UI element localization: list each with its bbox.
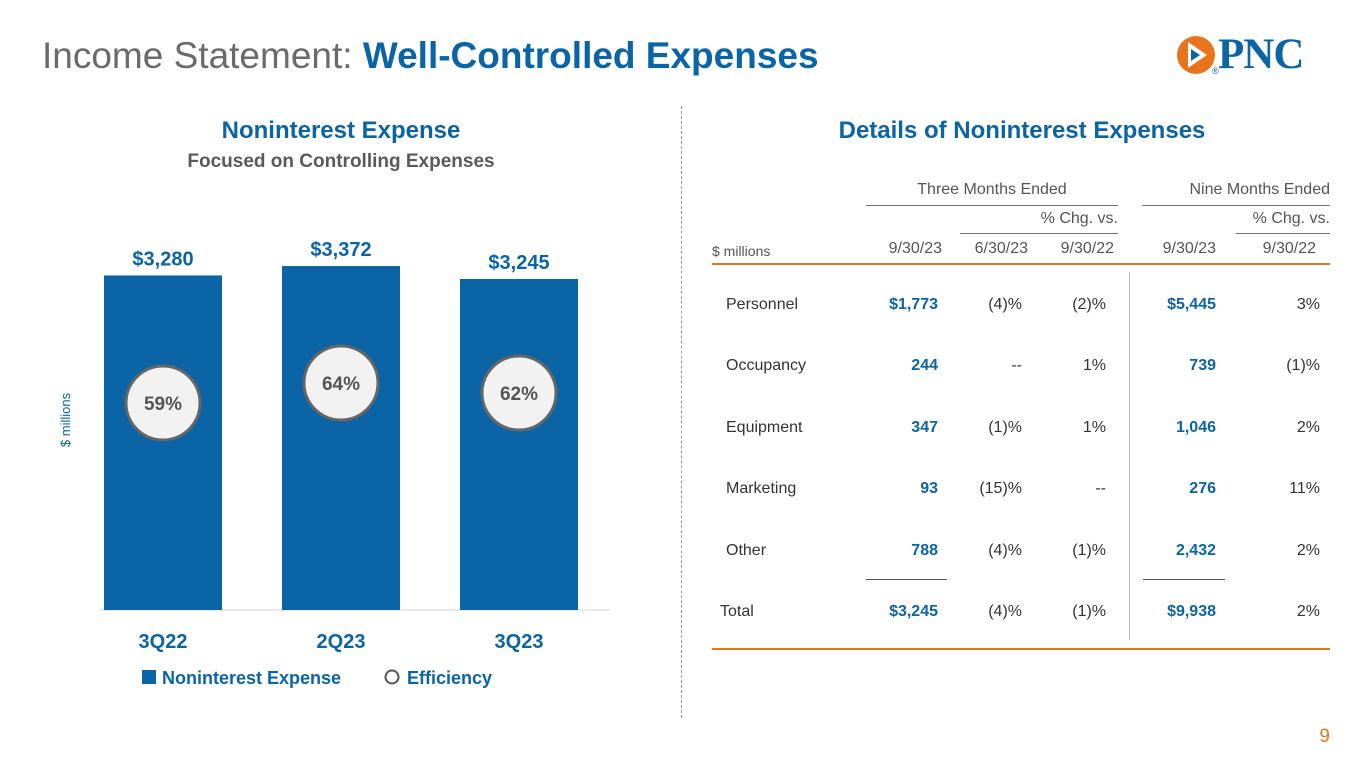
logo-registered-mark: ® <box>1212 66 1219 76</box>
total-cell-vs-q2: (4)% <box>988 603 1022 620</box>
legend-swatch-bar-icon <box>142 670 156 684</box>
pct-chg-underline-three <box>960 233 1118 234</box>
table-cell-q3: 788 <box>911 542 938 559</box>
logo-wordmark: PNC <box>1218 31 1304 78</box>
total-cell-nine: $9,938 <box>1167 603 1216 620</box>
bar-value-label: $3,280 <box>132 248 193 270</box>
efficiency-marker <box>302 344 380 422</box>
pct-chg-header-nine: % Chg. vs. <box>1252 210 1330 227</box>
units-label: $ millions <box>712 243 771 259</box>
total-rule-three <box>866 579 947 580</box>
efficiency-marker <box>124 364 202 442</box>
table-cell-nine: 276 <box>1189 480 1216 497</box>
col-header-q3-23: 9/30/23 <box>888 240 942 257</box>
section-divider <box>681 106 682 718</box>
table-cell-vs-q3-22: 1% <box>1082 357 1106 374</box>
chart-title: Noninterest Expense <box>221 117 461 144</box>
table-cell-label: Equipment <box>726 419 803 436</box>
group-underline-nine-months <box>1142 205 1330 206</box>
header-rule <box>712 263 1330 265</box>
page-number: 9 <box>1319 726 1330 747</box>
y-axis-label: $ millions <box>58 392 73 447</box>
efficiency-label: 64% <box>322 374 360 395</box>
title-prefix: Income Statement: <box>42 35 363 76</box>
table-cell-nine-chg: 3% <box>1296 296 1320 313</box>
x-tick-label: 3Q23 <box>495 631 544 653</box>
bar-2q23 <box>282 266 400 610</box>
table-title: Details of Noninterest Expenses <box>838 117 1206 144</box>
bar-3q23 <box>460 279 578 610</box>
legend-swatch-circle-icon <box>384 669 400 685</box>
table-cell-vs-q3-22: -- <box>1095 480 1106 497</box>
table-cell-nine-chg: (1)% <box>1286 357 1320 374</box>
efficiency-marker <box>480 354 558 432</box>
table-cell-vs-q2: -- <box>1011 357 1022 374</box>
table-cell-vs-q3-22: (1)% <box>1072 542 1106 559</box>
table-cell-q3: $1,773 <box>889 296 938 313</box>
page-title: Income Statement: Well-Controlled Expens… <box>42 34 819 78</box>
table-cell-label: Other <box>726 542 767 559</box>
table-cell-label: Occupancy <box>726 357 807 374</box>
bar-value-label: $3,372 <box>310 239 371 261</box>
table-cell-q3: 244 <box>911 357 938 374</box>
col-header-nine-23: 9/30/23 <box>1162 240 1216 257</box>
table-cell-nine: 739 <box>1189 357 1216 374</box>
table-cell-vs-q2: (1)% <box>988 419 1022 436</box>
x-tick-label: 3Q22 <box>139 631 188 653</box>
efficiency-label: 62% <box>500 384 538 405</box>
table-cell-nine: 2,432 <box>1175 542 1216 559</box>
group-header-three-months: Three Months Ended <box>917 181 1067 198</box>
efficiency-label: 59% <box>144 394 182 415</box>
col-header-nine-22: 9/30/22 <box>1262 240 1316 257</box>
table-cell-nine-chg: 2% <box>1296 419 1320 436</box>
table-cell-q3: 347 <box>911 419 938 436</box>
pct-chg-underline-nine <box>1236 233 1330 234</box>
table-cell-vs-q3-22: (2)% <box>1072 296 1106 313</box>
table-cell-q3: 93 <box>920 480 938 497</box>
group-underline-three-months <box>866 205 1118 206</box>
table-cell-nine-chg: 2% <box>1296 542 1320 559</box>
col-header-q3-22: 9/30/22 <box>1060 240 1114 257</box>
group-header-nine-months: Nine Months Ended <box>1189 181 1330 198</box>
legend-label-efficiency: Efficiency <box>407 668 492 688</box>
x-tick-label: 2Q23 <box>317 631 366 653</box>
title-emphasis: Well-Controlled Expenses <box>362 35 819 76</box>
pnc-logo: PNC ® <box>1176 32 1328 78</box>
table-cell-label: Marketing <box>726 480 797 497</box>
noninterest-expense-chart: $ millions $3,280 3Q22 59% $3,372 2Q23 64% $3,2… <box>58 239 610 688</box>
total-cell-q3: $3,245 <box>889 603 938 620</box>
table-cell-label: Personnel <box>726 296 799 313</box>
legend-label-bar: Noninterest Expense <box>162 668 341 688</box>
pct-chg-header-three: % Chg. vs. <box>1040 210 1118 227</box>
pnc-mark-icon <box>1177 36 1215 74</box>
table-cell-vs-q2: (4)% <box>988 296 1022 313</box>
total-rule-nine <box>1143 579 1225 580</box>
table-cell-vs-q2: (15)% <box>979 480 1022 497</box>
bar-3q22 <box>104 275 222 610</box>
col-header-q2-23: 6/30/23 <box>974 240 1028 257</box>
table-cell-nine-chg: 11% <box>1289 480 1320 497</box>
column-separator <box>1129 272 1130 640</box>
table-cell-nine: $5,445 <box>1167 296 1216 313</box>
table-cell-nine: 1,046 <box>1175 419 1216 436</box>
table-cell-vs-q2: (4)% <box>988 542 1022 559</box>
total-cell-label: Total <box>720 603 754 620</box>
table-cell-vs-q3-22: 1% <box>1082 419 1106 436</box>
footer-rule <box>712 648 1330 650</box>
bar-value-label: $3,245 <box>488 252 549 274</box>
total-cell-nine-chg: 2% <box>1296 603 1320 620</box>
chart-subtitle: Focused on Controlling Expenses <box>187 151 495 172</box>
total-cell-vs-q3-22: (1)% <box>1072 603 1106 620</box>
